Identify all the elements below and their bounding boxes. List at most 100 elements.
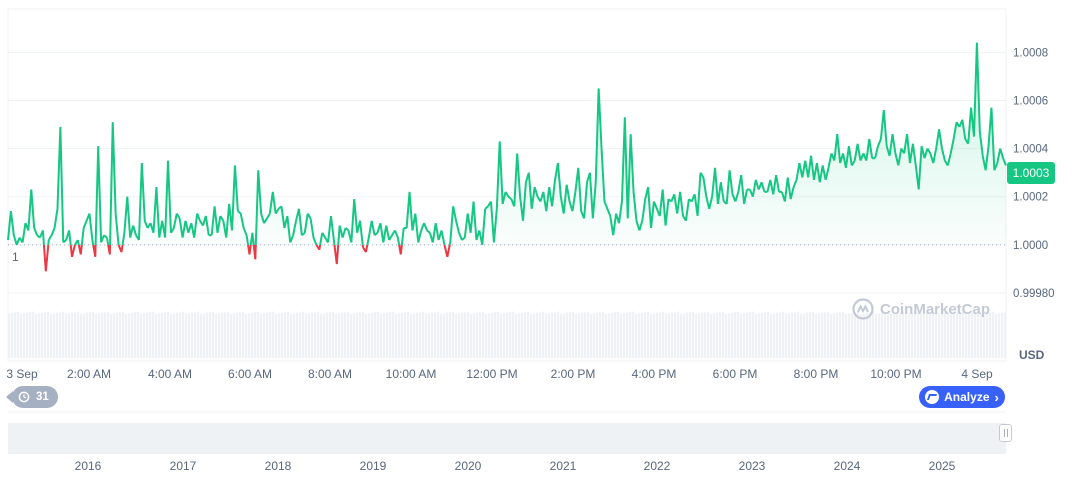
volume-bar xyxy=(344,312,347,358)
volume-bar xyxy=(593,313,596,358)
volume-bar xyxy=(992,311,995,358)
volume-bar xyxy=(356,312,359,358)
volume-bar xyxy=(854,312,857,358)
volume-bar xyxy=(710,314,713,358)
watermark: CoinMarketCap xyxy=(852,298,990,320)
volume-bar xyxy=(44,312,47,358)
grip-line-icon xyxy=(1006,429,1008,437)
coinmarketcap-logo-icon xyxy=(852,298,874,320)
volume-bar xyxy=(305,314,308,358)
volume-bar xyxy=(944,312,947,358)
volume-bar xyxy=(536,312,539,358)
volume-bar xyxy=(737,311,740,358)
volume-bar xyxy=(473,313,476,358)
volume-bar xyxy=(164,312,167,358)
volume-bar xyxy=(68,313,71,358)
volume-bar xyxy=(197,311,200,358)
events-badge[interactable]: 31 xyxy=(6,386,58,408)
navigator-year-label: 2021 xyxy=(550,459,577,473)
volume-bar xyxy=(683,313,686,358)
volume-bar xyxy=(560,314,563,358)
volume-bar xyxy=(296,312,299,358)
navigator-track[interactable] xyxy=(8,423,1006,454)
volume-bar xyxy=(482,311,485,358)
volume-bar xyxy=(53,313,56,358)
volume-bar xyxy=(437,311,440,358)
volume-bar xyxy=(119,312,122,358)
volume-bar xyxy=(311,312,314,358)
volume-bar xyxy=(83,313,86,358)
volume-bar xyxy=(368,313,371,358)
volume-bar xyxy=(56,312,59,358)
volume-bar xyxy=(893,313,896,358)
x-tick-label: 4:00 AM xyxy=(148,367,192,381)
volume-bar xyxy=(557,311,560,358)
volume-bar xyxy=(512,311,515,358)
volume-bar xyxy=(545,314,548,358)
price-line-above-baseline xyxy=(7,42,1007,246)
navigator-year-label: 2020 xyxy=(455,459,482,473)
volume-bar xyxy=(326,312,329,358)
volume-bar xyxy=(308,313,311,358)
x-axis: 3 Sep 2:00 AM 4:00 AM 6:00 AM 8:00 AM 10:00 A… xyxy=(6,367,993,381)
volume-bar xyxy=(659,312,662,358)
volume-bar xyxy=(488,313,491,358)
x-tick-label: 4 Sep xyxy=(961,367,993,381)
volume-bar xyxy=(332,311,335,358)
volume-bar xyxy=(98,313,101,358)
volume-bar xyxy=(38,313,41,358)
volume-bar xyxy=(443,313,446,358)
volume-bar xyxy=(569,312,572,358)
volume-bar xyxy=(122,311,125,358)
volume-bar xyxy=(509,312,512,358)
volume-bar xyxy=(500,314,503,358)
volume-bar xyxy=(359,312,362,358)
volume-bar xyxy=(743,313,746,358)
x-tick-label: 2:00 AM xyxy=(67,367,111,381)
x-tick-label: 6:00 AM xyxy=(228,367,272,381)
volume-bar xyxy=(236,312,239,358)
volume-bar xyxy=(755,314,758,358)
volume-bar xyxy=(263,313,266,358)
volume-bar xyxy=(968,313,971,358)
volume-bar xyxy=(794,312,797,358)
volume-bar xyxy=(620,314,623,358)
volume-bar xyxy=(734,312,737,358)
volume-bar xyxy=(596,312,599,358)
volume-bar xyxy=(266,312,269,358)
volume-bar xyxy=(74,312,77,358)
volume-bar xyxy=(716,312,719,358)
volume-bar xyxy=(974,312,977,358)
volume-bar xyxy=(485,314,488,358)
analyze-button[interactable]: Analyze › xyxy=(919,386,1005,408)
volume-bar xyxy=(764,312,767,358)
volume-bar xyxy=(50,314,53,358)
volume-bar xyxy=(464,312,467,358)
volume-bar xyxy=(629,312,632,358)
volume-bar xyxy=(575,314,578,358)
volume-bar xyxy=(785,314,788,358)
volume-bar xyxy=(467,311,470,358)
volume-bar xyxy=(59,312,62,358)
volume-bar xyxy=(230,314,233,358)
volume-bar xyxy=(8,313,11,358)
navigator-drag-handle[interactable] xyxy=(999,424,1012,442)
volume-bar xyxy=(671,312,674,358)
volume-bar xyxy=(11,312,14,358)
events-count: 31 xyxy=(36,391,49,403)
volume-bar xyxy=(833,313,836,358)
navigator-year-label: 2017 xyxy=(170,459,197,473)
volume-bar xyxy=(731,312,734,358)
analyze-label: Analyze xyxy=(944,390,990,404)
volume-bar xyxy=(689,312,692,358)
volume-bar xyxy=(404,312,407,358)
volume-bar xyxy=(191,312,194,358)
volume-bar xyxy=(581,312,584,358)
volume-bar xyxy=(224,312,227,358)
volume-bar xyxy=(143,313,146,358)
volume-bar xyxy=(353,313,356,358)
volume-bar xyxy=(857,311,860,358)
volume-bar xyxy=(701,312,704,358)
volume-bar xyxy=(440,314,443,358)
